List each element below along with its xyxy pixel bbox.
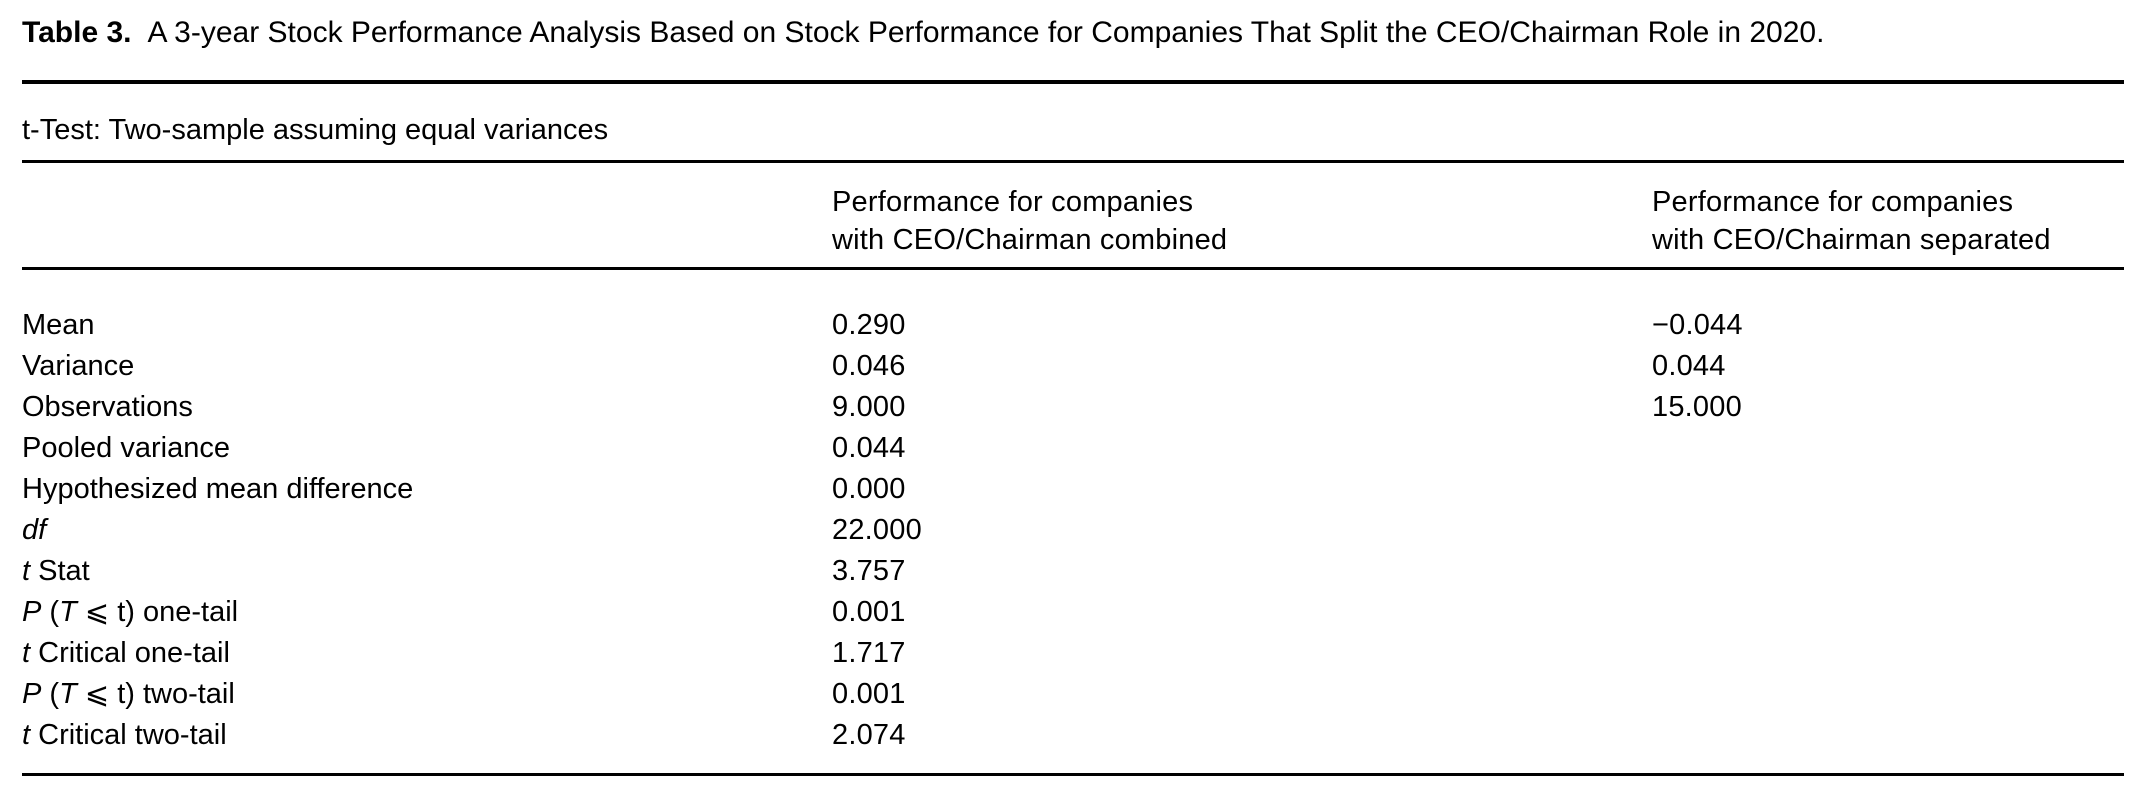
table-row: t Critical two-tail 2.074 — [22, 715, 2124, 756]
row-label-segment: ⩽ t) two-tail — [76, 678, 235, 710]
row-label-segment: P — [22, 596, 42, 628]
cell-separated — [1652, 592, 2124, 633]
cell-separated — [1652, 715, 2124, 756]
column-header-empty — [22, 183, 832, 259]
row-label: Variance — [22, 346, 832, 387]
table-number: Table 3. — [22, 16, 132, 49]
column-header-combined-line2: with CEO/Chairman combined — [832, 224, 1228, 256]
column-header-separated-line1: Performance for companies — [1652, 186, 2014, 218]
cell-combined: 9.000 — [832, 391, 906, 423]
row-label-segment: T — [59, 596, 77, 628]
cell-combined: 2.074 — [832, 719, 906, 751]
table-row: P (T ⩽ t) two-tail 0.001 — [22, 674, 2124, 715]
cell-separated — [1652, 510, 2124, 551]
table-row: Hypothesized mean difference 0.000 — [22, 469, 2124, 510]
column-header-separated: Performance for companies with CEO/Chair… — [1652, 183, 2124, 259]
row-label-segment: ( — [41, 596, 60, 628]
row-label: Observations — [22, 387, 832, 428]
cell-separated: 0.044 — [1652, 350, 1726, 382]
cell-combined: 0.290 — [832, 309, 906, 341]
column-header-combined: Performance for companies with CEO/Chair… — [832, 183, 1652, 259]
table-row: t Critical one-tail 1.717 — [22, 633, 2124, 674]
cell-separated: 15.000 — [1652, 391, 1742, 423]
cell-combined: 1.717 — [832, 637, 906, 669]
cell-separated — [1652, 551, 2124, 592]
cell-separated — [1652, 674, 2124, 715]
table-row: Variance 0.046 0.044 — [22, 346, 2124, 387]
row-label: t Critical two-tail — [22, 715, 832, 756]
cell-combined: 0.044 — [832, 432, 906, 464]
row-label: Pooled variance — [22, 428, 832, 469]
row-label-segment: Critical two-tail — [30, 719, 227, 751]
table-row: Observations 9.000 15.000 — [22, 387, 2124, 428]
table-row: P (T ⩽ t) one-tail 0.001 — [22, 592, 2124, 633]
row-label: t Stat — [22, 551, 832, 592]
table-row: df 22.000 — [22, 510, 2124, 551]
cell-combined: 0.001 — [832, 678, 906, 710]
row-label: t Critical one-tail — [22, 633, 832, 674]
row-label-segment: t — [22, 719, 31, 751]
table-row: Pooled variance 0.044 — [22, 428, 2124, 469]
cell-separated — [1652, 633, 2124, 674]
top-rule — [22, 80, 2124, 84]
column-header-combined-line1: Performance for companies — [832, 186, 1194, 218]
row-label-segment: T — [59, 678, 77, 710]
table-row: t Stat 3.757 — [22, 551, 2124, 592]
row-label-segment: Variance — [22, 350, 135, 382]
table-figure: Table 3. A 3-year Stock Performance Analy… — [22, 12, 2124, 776]
bottom-rule — [22, 773, 2124, 776]
row-label: P (T ⩽ t) one-tail — [22, 592, 832, 633]
cell-separated: −0.044 — [1652, 309, 1743, 341]
cell-combined: 0.001 — [832, 596, 906, 628]
cell-combined: 22.000 — [832, 514, 922, 546]
row-label-segment: t — [22, 637, 31, 669]
cell-combined: 3.757 — [832, 555, 906, 587]
table-caption: Table 3. A 3-year Stock Performance Analy… — [22, 12, 2124, 54]
row-label-segment: ⩽ t) one-tail — [76, 596, 239, 628]
row-label-segment: ( — [41, 678, 60, 710]
row-label-segment: Hypothesized mean difference — [22, 473, 414, 505]
subtitle-rule — [22, 160, 2124, 163]
column-header-separated-line2: with CEO/Chairman separated — [1652, 224, 2051, 256]
table-body: Mean 0.290 −0.044 Variance 0.046 0.044 O… — [22, 270, 2124, 756]
cell-combined: 0.000 — [832, 473, 906, 505]
cell-separated — [1652, 428, 2124, 469]
table-header-row: Performance for companies with CEO/Chair… — [22, 163, 2124, 267]
row-label-segment: Critical one-tail — [30, 637, 230, 669]
row-label-segment: Pooled variance — [22, 432, 230, 464]
table-title: A 3-year Stock Performance Analysis Base… — [147, 16, 1825, 49]
row-label: Hypothesized mean difference — [22, 469, 832, 510]
row-label-segment: Observations — [22, 391, 193, 423]
row-label-segment: Stat — [30, 555, 90, 587]
row-label-segment: Mean — [22, 309, 95, 341]
cell-combined: 0.046 — [832, 350, 906, 382]
row-label: Mean — [22, 305, 832, 346]
row-label-segment: P — [22, 678, 42, 710]
row-label: P (T ⩽ t) two-tail — [22, 674, 832, 715]
row-label-segment: df — [22, 514, 47, 546]
cell-separated — [1652, 469, 2124, 510]
test-type-label: t-Test: Two-sample assuming equal varian… — [22, 114, 609, 146]
table-row: Mean 0.290 −0.044 — [22, 305, 2124, 346]
header-rule — [22, 267, 2124, 270]
row-label: df — [22, 510, 832, 551]
row-label-segment: t — [22, 555, 31, 587]
